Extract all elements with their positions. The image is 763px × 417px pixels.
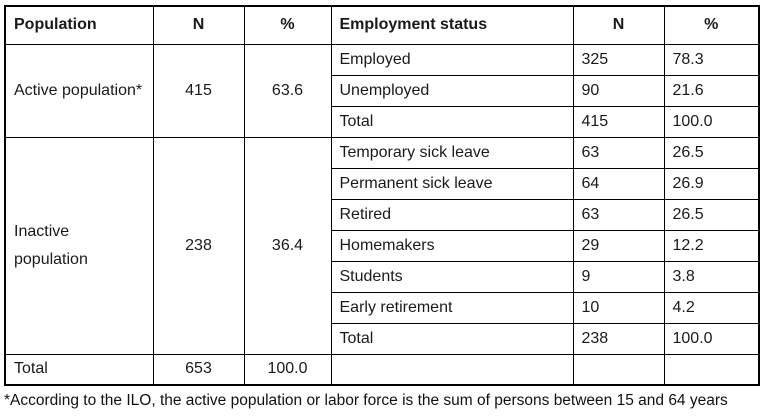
total-pct: 100.0	[243, 353, 332, 386]
n-cell: 10	[572, 291, 665, 324]
pct-cell: 4.2	[663, 291, 760, 324]
total-n: 653	[152, 353, 245, 386]
status-cell: Retired	[330, 198, 574, 231]
group-label-active-population: Active population*	[4, 43, 154, 138]
header-row: Population N % Employment status N %	[4, 5, 760, 45]
col-header-pct-left: %	[243, 5, 332, 45]
n-cell: 238	[572, 322, 665, 355]
group-n-inactive: 238	[152, 136, 245, 355]
n-cell: 64	[572, 167, 665, 200]
pct-cell: 26.5	[663, 198, 760, 231]
group-n-active: 415	[152, 43, 245, 138]
n-cell: 63	[572, 198, 665, 231]
table-row: Total 238 100.0	[5, 322, 760, 355]
col-header-pct-right: %	[663, 5, 760, 45]
table-row: Retired 63 26.5	[5, 198, 760, 231]
col-header-n-right: N	[572, 5, 665, 45]
group-pct-active: 63.6	[243, 43, 332, 138]
table-row: Total 415 100.0	[5, 105, 760, 138]
pct-cell: 78.3	[663, 43, 760, 76]
status-cell: Temporary sick leave	[330, 136, 574, 169]
table-row: Unemployed 90 21.6	[5, 74, 760, 107]
status-cell: Students	[330, 260, 574, 293]
n-cell: 325	[572, 43, 665, 76]
n-cell: 29	[572, 229, 665, 262]
status-cell: Permanent sick leave	[330, 167, 574, 200]
table-row: Permanent sick leave 64 26.9	[5, 167, 760, 200]
table-row: Inactive population 238 36.4 Temporary s…	[4, 136, 760, 355]
population-employment-table: Population N % Employment status N % Act…	[4, 5, 760, 386]
status-cell: Early retirement	[330, 291, 574, 324]
status-cell: Total	[330, 105, 574, 138]
total-label: Total	[4, 353, 154, 386]
status-cell: Homemakers	[330, 229, 574, 262]
group-pct-inactive: 36.4	[243, 136, 332, 355]
empty-cell	[330, 353, 574, 386]
pct-cell: 21.6	[663, 74, 760, 107]
empty-cell	[572, 353, 665, 386]
n-cell: 90	[572, 74, 665, 107]
pct-cell: 3.8	[663, 260, 760, 293]
table-row: Students 9 3.8	[5, 260, 760, 293]
pct-cell: 12.2	[663, 229, 760, 262]
status-cell: Unemployed	[330, 74, 574, 107]
group-label-inactive-population: Inactive population	[4, 136, 154, 355]
grand-total-row: Total 653 100.0	[4, 353, 760, 386]
pct-cell: 26.9	[663, 167, 760, 200]
status-cell: Total	[330, 322, 574, 355]
table-row: Homemakers 29 12.2	[5, 229, 760, 262]
table-row: Active population* 415 63.6 Employed 325…	[4, 43, 760, 138]
n-cell: 63	[572, 136, 665, 169]
n-cell: 9	[572, 260, 665, 293]
empty-cell	[663, 353, 760, 386]
footnote: *According to the ILO, the active popula…	[4, 392, 728, 409]
pct-cell: 100.0	[663, 322, 760, 355]
pct-cell: 100.0	[663, 105, 760, 138]
col-header-population: Population	[4, 5, 154, 45]
pct-cell: 26.5	[663, 136, 760, 169]
col-header-employment-status: Employment status	[330, 5, 574, 45]
col-header-n-left: N	[152, 5, 245, 45]
n-cell: 415	[572, 105, 665, 138]
status-cell: Employed	[330, 43, 574, 76]
